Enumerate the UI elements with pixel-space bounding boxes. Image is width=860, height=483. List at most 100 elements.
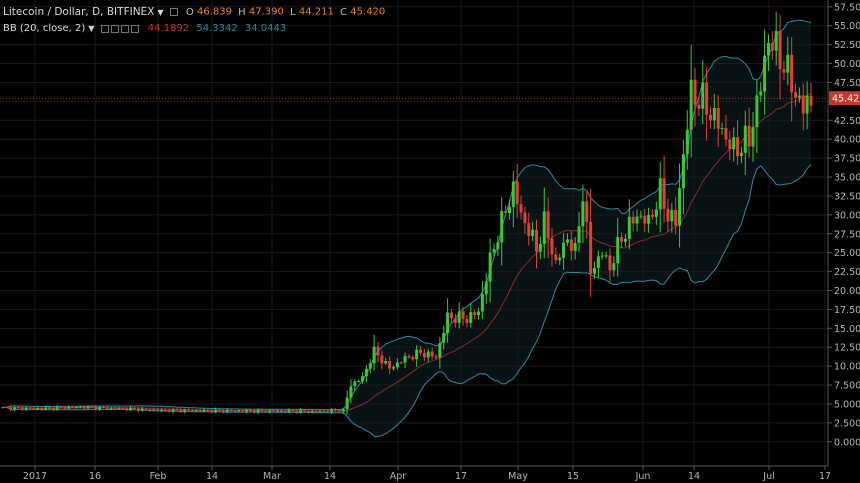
candle-body <box>78 406 82 408</box>
candle-body <box>183 409 187 412</box>
settings-icon[interactable] <box>169 8 178 16</box>
candle-body <box>16 407 20 409</box>
candle-body <box>716 107 720 129</box>
candle-body <box>647 214 651 224</box>
time-tick-label: Mar <box>263 471 281 482</box>
candle-body <box>774 30 778 51</box>
candle-body <box>403 356 407 363</box>
price-tick-label: 37.500 <box>834 154 860 165</box>
candle-body <box>388 360 392 369</box>
candle-body <box>272 410 276 412</box>
price-tick-label: 20.000 <box>834 286 860 297</box>
time-tick-label: Apr <box>390 471 407 482</box>
candle-body <box>678 188 682 226</box>
candle-body <box>132 408 136 410</box>
candle-body <box>98 406 102 410</box>
chevron-down-icon[interactable]: ▼ <box>88 24 95 33</box>
low-label: L <box>290 6 296 18</box>
candle-body <box>658 178 662 210</box>
candle-body <box>484 281 488 295</box>
candle-body <box>291 410 295 412</box>
candle-body <box>581 201 585 227</box>
candle-body <box>705 82 709 115</box>
candle-body <box>515 181 519 205</box>
candle-body <box>492 249 496 253</box>
candle-body <box>241 410 245 412</box>
candle-body <box>24 407 28 410</box>
candle-body <box>86 406 90 409</box>
candle-body <box>743 125 747 153</box>
candle-body <box>736 137 740 157</box>
time-tick-label: May <box>508 471 528 482</box>
candle-body <box>465 318 469 323</box>
candle-body <box>507 206 511 214</box>
candle-body <box>604 255 608 257</box>
candle-body <box>229 410 233 412</box>
visibility-icon[interactable] <box>100 24 109 33</box>
price-tick-label: 50.000 <box>834 59 860 70</box>
candle-body <box>368 363 372 369</box>
candle-body <box>380 355 384 364</box>
settings-icon[interactable] <box>110 24 119 33</box>
candle-body <box>136 408 140 411</box>
candle-body <box>303 410 307 412</box>
more-icon[interactable] <box>130 24 139 33</box>
symbol-title[interactable]: Litecoin / Dollar, D, BITFINEX <box>3 6 155 18</box>
price-tick-label: 32.500 <box>834 191 860 202</box>
candle-body <box>364 368 368 377</box>
candle-body <box>589 221 593 274</box>
candle-body <box>449 312 453 319</box>
candle-body <box>310 410 314 413</box>
candle-body <box>391 367 395 369</box>
close-label: C <box>340 6 348 18</box>
price-tick-label: 40.000 <box>834 135 860 146</box>
high-label: H <box>238 6 246 18</box>
indicator-name[interactable]: BB (20, close, 2) <box>3 23 86 34</box>
indicator-legend: BB (20, close, 2) ▼ 44.1892 54.3342 34.04… <box>3 23 286 35</box>
close-icon[interactable] <box>120 24 129 33</box>
candle-body <box>801 95 805 114</box>
candle-body <box>689 79 693 130</box>
candle-body <box>264 410 268 412</box>
candle-body <box>415 349 419 360</box>
candle-body <box>105 407 109 409</box>
time-tick-label: Jul <box>762 471 774 482</box>
chevron-down-icon[interactable]: ▼ <box>157 7 164 17</box>
candle-body <box>167 409 171 412</box>
price-tick-label: 17.500 <box>834 305 860 316</box>
candle-body <box>720 128 724 130</box>
bb-upper-value: 54.3342 <box>196 23 238 34</box>
time-axis[interactable]: 2017 16 Feb 14 Mar 14 Apr 17 May 15 Jun 14 Jul 17 <box>0 465 831 482</box>
candle-body <box>620 237 624 242</box>
candle-body <box>751 127 755 147</box>
candle-body <box>117 408 121 410</box>
price-axis[interactable]: 0.000 2.500 5.000 7.500 10.000 12.500 15.000 17… <box>827 0 860 466</box>
candle-body <box>295 411 299 413</box>
candle-body <box>407 356 411 358</box>
price-tick-label: 15.000 <box>834 324 860 335</box>
price-tick-label: 52.500 <box>834 40 860 51</box>
candle-body <box>782 69 786 73</box>
candle-body <box>121 408 125 410</box>
time-tick-label: 14 <box>324 471 336 482</box>
candle-body <box>9 407 13 410</box>
candle-body <box>550 238 554 255</box>
candle-body <box>190 410 194 412</box>
candle-body <box>198 410 202 412</box>
candle-body <box>322 410 326 412</box>
candle-body <box>279 410 283 412</box>
candle-body <box>685 129 689 155</box>
candle-body <box>252 410 256 413</box>
candle-body <box>74 407 78 409</box>
candle-body <box>260 409 264 411</box>
price-tick-label: 7.500 <box>834 381 860 392</box>
price-tick-label: 57.500 <box>834 2 860 13</box>
candle-body <box>179 409 183 412</box>
candle-body <box>59 407 63 409</box>
candle-body <box>90 406 94 408</box>
candle-body <box>275 410 279 412</box>
candle-body <box>523 212 527 224</box>
candle-body <box>446 312 450 333</box>
symbol-legend: Litecoin / Dollar, D, BITFINEX ▼ O 46.839… <box>3 6 385 18</box>
